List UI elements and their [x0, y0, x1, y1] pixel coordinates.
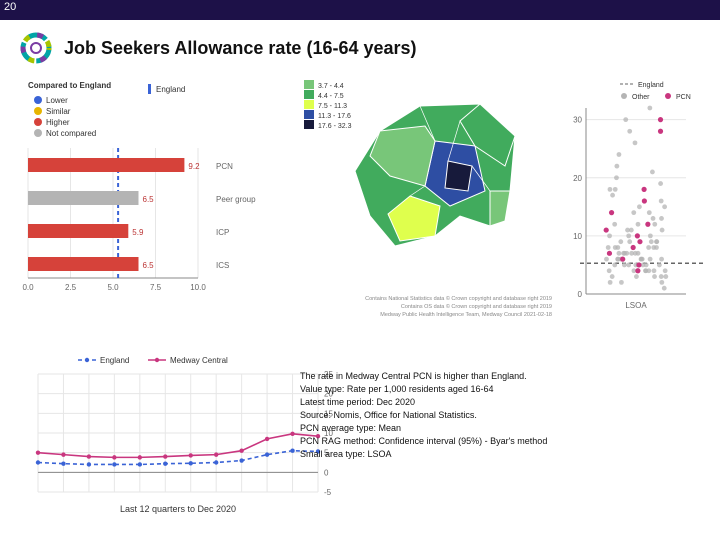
page-title: Job Seekers Allowance rate (16-64 years): [64, 38, 417, 59]
svg-text:7.5: 7.5: [150, 283, 162, 292]
bar-chart: Compared to England Lower Similar Higher Not…: [8, 76, 294, 296]
svg-text:6.5: 6.5: [143, 261, 155, 270]
svg-text:Higher: Higher: [46, 118, 70, 127]
svg-text:0: 0: [324, 468, 329, 477]
svg-text:20: 20: [573, 174, 582, 183]
page-number: 20: [4, 1, 16, 13]
svg-text:10: 10: [573, 232, 582, 241]
svg-text:Contains National Statistics d: Contains National Statistics data © Crow…: [365, 295, 552, 302]
svg-text:ICS: ICS: [216, 261, 229, 270]
svg-text:Compared to England: Compared to England: [28, 81, 111, 90]
svg-text:Peer group: Peer group: [216, 195, 256, 204]
svg-text:Similar: Similar: [46, 107, 71, 116]
title-row: Job Seekers Allowance rate (16-64 years): [0, 20, 720, 72]
slide-header: 20: [0, 0, 720, 20]
svg-text:Medway Central: Medway Central: [170, 356, 228, 365]
choropleth-map: 3.7 - 4.4 4.4 - 7.5 7.5 - 11.3 11.3 - 17.6 1…: [300, 76, 556, 320]
svg-text:0.0: 0.0: [22, 283, 34, 292]
info-line: PCN RAG method: Confidence interval (95%…: [300, 435, 620, 448]
info-line: Small area type: LSOA: [300, 448, 620, 461]
svg-text:6.5: 6.5: [143, 195, 155, 204]
info-line: Source: Nomis, Office for National Stati…: [300, 409, 620, 422]
info-line: Latest time period: Dec 2020: [300, 396, 620, 409]
svg-text:9.2: 9.2: [188, 162, 200, 171]
lsoa-strip-chart: England Other PCN 0 10 20 30 LSOA: [560, 76, 714, 320]
info-line: PCN average type: Mean: [300, 422, 620, 435]
svg-text:7.5 - 11.3: 7.5 - 11.3: [318, 103, 347, 110]
svg-text:Lower: Lower: [46, 96, 68, 105]
svg-text:England: England: [156, 85, 185, 94]
content-area: Compared to England Lower Similar Higher Not…: [0, 72, 720, 550]
svg-text:Not compared: Not compared: [46, 129, 96, 138]
svg-text:PCN: PCN: [676, 94, 691, 101]
svg-text:England: England: [638, 82, 664, 89]
svg-text:0: 0: [578, 290, 583, 299]
svg-text:PCN: PCN: [216, 162, 233, 171]
svg-text:Medway Public Health Intellige: Medway Public Health Intelligence Team, …: [380, 312, 552, 318]
brand-logo-icon: [18, 30, 54, 66]
svg-text:3.7 - 4.4: 3.7 - 4.4: [318, 83, 344, 90]
svg-text:England: England: [100, 356, 129, 365]
info-block: The rate in Medway Central PCN is higher…: [300, 370, 620, 461]
svg-text:ICP: ICP: [216, 228, 229, 237]
info-line: Value type: Rate per 1,000 residents age…: [300, 383, 620, 396]
svg-text:4.4 - 7.5: 4.4 - 7.5: [318, 93, 344, 100]
svg-text:Contains OS data © Crown copyr: Contains OS data © Crown copyright and d…: [401, 303, 552, 310]
svg-text:17.6 - 32.3: 17.6 - 32.3: [318, 123, 352, 130]
trend-line-chart: EnglandMedway Central2520151050-5Last 12…: [8, 352, 348, 522]
info-line: The rate in Medway Central PCN is higher…: [300, 370, 620, 383]
svg-text:LSOA: LSOA: [625, 301, 647, 310]
svg-text:Last 12 quarters to Dec 2020: Last 12 quarters to Dec 2020: [120, 504, 236, 514]
svg-text:5.0: 5.0: [107, 283, 119, 292]
svg-text:-5: -5: [324, 488, 332, 497]
svg-text:30: 30: [573, 116, 582, 125]
svg-text:2.5: 2.5: [65, 283, 77, 292]
svg-text:5.9: 5.9: [132, 228, 144, 237]
svg-text:Other: Other: [632, 94, 650, 101]
svg-text:10.0: 10.0: [190, 283, 206, 292]
svg-text:11.3 - 17.6: 11.3 - 17.6: [318, 113, 351, 120]
